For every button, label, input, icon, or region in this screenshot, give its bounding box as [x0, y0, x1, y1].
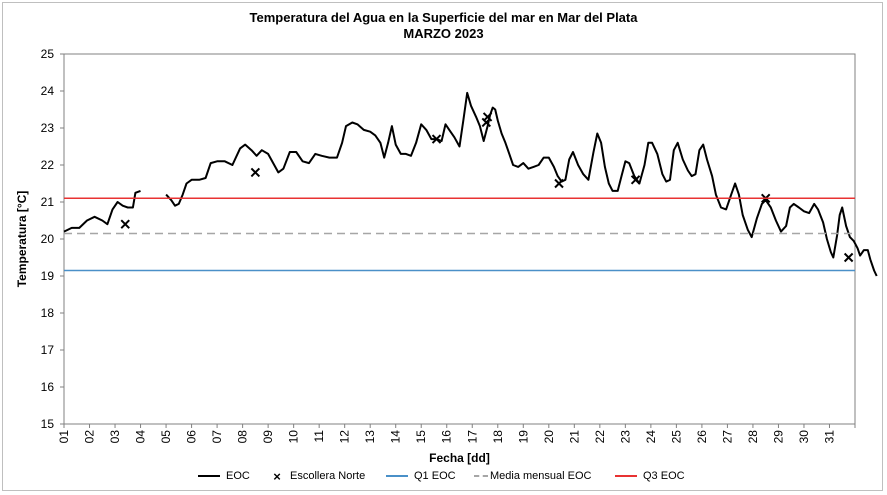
data-point-escollera-norte — [120, 219, 130, 229]
x-tick-label: 22 — [593, 430, 607, 444]
y-tick-label: 16 — [41, 380, 55, 394]
data-point-escollera-norte — [630, 175, 641, 185]
legend-label-media: Media mensual EOC — [490, 470, 592, 482]
legend-item-q3: Q3 EOC — [615, 468, 685, 484]
x-tick-label: 08 — [236, 430, 250, 444]
x-tick-label: 16 — [440, 430, 454, 444]
x-tick-label: 21 — [567, 430, 581, 444]
x-tick-label: 28 — [746, 430, 760, 444]
x-tick-label: 24 — [644, 430, 658, 444]
y-tick-label: 21 — [41, 195, 55, 209]
legend-label-eoc: EOC — [226, 470, 250, 482]
x-tick-label: 25 — [669, 430, 683, 444]
x-tick-label: 27 — [720, 430, 734, 444]
legend-label-escollera: Escollera Norte — [290, 470, 366, 482]
y-tick-label: 22 — [41, 158, 55, 172]
x-tick-label: 31 — [822, 430, 836, 444]
x-tick-label: 01 — [57, 430, 71, 444]
x-tick-label: 09 — [261, 430, 275, 444]
y-tick-label: 24 — [41, 84, 55, 98]
data-point-escollera-norte — [554, 178, 564, 189]
legend-item-q1: Q1 EOC — [386, 468, 456, 484]
series-line-eoc — [165, 91, 878, 277]
data-point-escollera-norte — [431, 134, 442, 144]
y-tick-label: 18 — [41, 306, 55, 320]
x-tick-label: 14 — [389, 430, 403, 444]
x-tick-label: 11 — [312, 430, 326, 443]
x-tick-label: 13 — [363, 430, 377, 444]
x-tick-label: 15 — [414, 430, 428, 444]
legend-label-q3: Q3 EOC — [643, 470, 685, 482]
legend-item-media: Media mensual EOC — [474, 468, 592, 484]
chart-legend: EOC × Escollera Norte Q1 EOC Media mensu… — [0, 468, 887, 484]
y-tick-label: 23 — [41, 121, 55, 135]
x-tick-label: 19 — [516, 430, 530, 444]
x-tick-label: 02 — [83, 430, 97, 444]
x-tick-label: 29 — [771, 430, 785, 444]
x-tick-label: 04 — [134, 430, 148, 444]
legend-item-eoc: EOC — [198, 468, 250, 484]
x-tick-label: 12 — [338, 430, 352, 444]
x-tick-label: 26 — [695, 430, 709, 444]
legend-swatch-eoc — [198, 475, 220, 477]
y-tick-label: 20 — [41, 232, 55, 246]
legend-swatch-q3 — [615, 475, 637, 477]
y-tick-label: 17 — [41, 343, 55, 357]
legend-swatch-media — [474, 475, 488, 477]
y-tick-label: 19 — [41, 269, 55, 283]
data-point-escollera-norte — [250, 167, 261, 178]
series-line-eoc — [63, 189, 141, 233]
chart-subtitle: MARZO 2023 — [403, 26, 484, 41]
x-tick-label: 20 — [542, 430, 556, 444]
legend-marker-x-icon: × — [273, 468, 281, 484]
x-tick-label: 10 — [287, 430, 301, 444]
data-point-escollera-norte — [843, 252, 854, 263]
x-tick-label: 17 — [465, 430, 479, 444]
x-tick-label: 23 — [618, 430, 632, 444]
x-tick-label: 06 — [185, 430, 199, 444]
legend-label-q1: Q1 EOC — [414, 470, 456, 482]
plot-area — [63, 53, 856, 425]
y-tick-label: 25 — [41, 47, 55, 61]
x-tick-label: 03 — [108, 430, 122, 444]
legend-item-escollera: × Escollera Norte — [270, 468, 365, 484]
x-tick-label: 18 — [491, 430, 505, 444]
y-axis-title: Temperatura [°C] — [15, 191, 29, 288]
x-axis-title: Fecha [dd] — [429, 451, 490, 465]
y-tick-label: 15 — [41, 417, 55, 431]
chart-title: Temperatura del Agua en la Superficie de… — [249, 10, 638, 25]
data-point-escollera-norte — [482, 112, 493, 122]
x-tick-label: 05 — [159, 430, 173, 444]
legend-swatch-q1 — [386, 475, 408, 477]
x-tick-label: 07 — [210, 430, 224, 444]
x-tick-label: 30 — [797, 430, 811, 444]
